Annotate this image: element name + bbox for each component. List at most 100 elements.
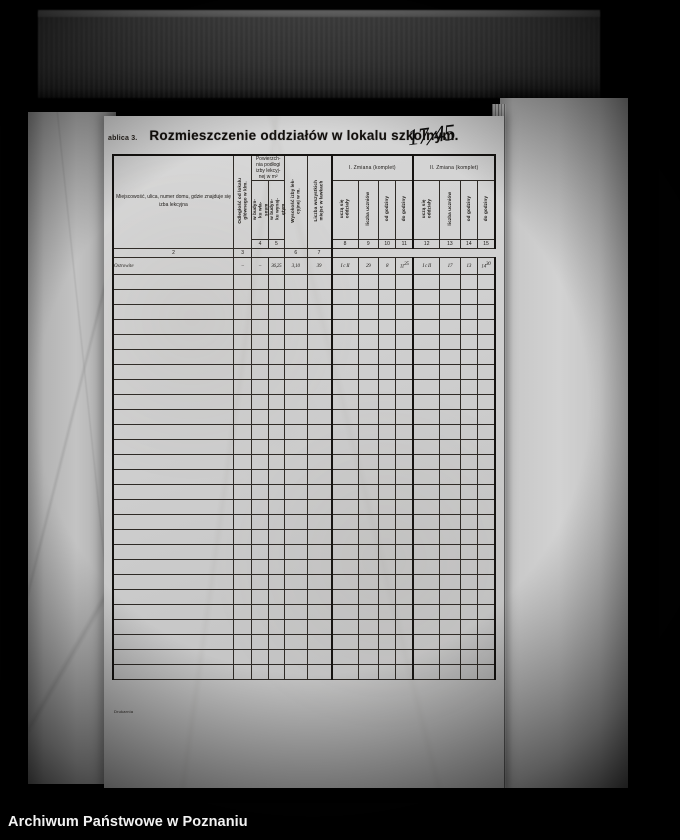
table-cell[interactable] [395,514,415,530]
table-row[interactable] [112,664,497,680]
table-cell[interactable] [357,484,379,500]
table-cell[interactable] [459,484,479,500]
table-cell[interactable] [267,454,286,470]
table-cell[interactable] [377,304,397,320]
table-cell[interactable] [412,589,441,605]
cell-shift1-to[interactable]: 1125 [395,257,415,275]
table-row[interactable] [112,559,497,575]
table-row[interactable]: Ostrowite – – 36,25 3,10 39 I c II 29 8 … [112,257,497,275]
table-cell[interactable] [395,364,415,380]
table-cell[interactable] [306,649,333,665]
table-cell[interactable] [412,319,441,335]
table-cell[interactable] [331,454,359,470]
table-cell[interactable] [395,544,415,560]
table-cell[interactable] [232,574,253,590]
table-cell[interactable] [412,439,441,455]
table-cell[interactable] [251,544,269,560]
cell-area-own[interactable]: – [251,257,269,275]
table-cell[interactable] [377,589,397,605]
table-cell[interactable] [251,319,269,335]
table-cell[interactable] [331,484,359,500]
table-cell[interactable] [112,274,234,290]
table-row[interactable] [112,274,497,290]
table-cell[interactable] [284,349,308,365]
table-cell[interactable] [284,544,308,560]
table-cell[interactable] [477,409,497,425]
table-cell[interactable] [459,619,479,635]
table-cell[interactable] [377,664,397,680]
table-cell[interactable] [477,289,497,305]
table-cell[interactable] [112,379,234,395]
table-cell[interactable] [477,424,497,440]
table-cell[interactable] [377,514,397,530]
table-cell[interactable] [439,529,461,545]
table-cell[interactable] [439,334,461,350]
table-cell[interactable] [306,469,333,485]
table-cell[interactable] [439,304,461,320]
table-cell[interactable] [477,514,497,530]
table-cell[interactable] [112,664,234,680]
table-cell[interactable] [306,424,333,440]
table-cell[interactable] [357,349,379,365]
table-row[interactable] [112,499,497,515]
table-cell[interactable] [377,529,397,545]
table-cell[interactable] [284,439,308,455]
table-row[interactable] [112,409,497,425]
table-cell[interactable] [357,439,379,455]
table-cell[interactable] [459,514,479,530]
table-cell[interactable] [112,394,234,410]
table-cell[interactable] [439,409,461,425]
table-cell[interactable] [331,604,359,620]
table-cell[interactable] [477,634,497,650]
table-row[interactable] [112,379,497,395]
table-cell[interactable] [251,559,269,575]
table-cell[interactable] [112,304,234,320]
table-cell[interactable] [284,304,308,320]
table-cell[interactable] [377,364,397,380]
table-cell[interactable] [112,364,234,380]
table-cell[interactable] [459,529,479,545]
cell-seats[interactable]: 39 [306,257,333,275]
table-cell[interactable] [377,424,397,440]
table-cell[interactable] [439,619,461,635]
table-cell[interactable] [412,529,441,545]
table-cell[interactable] [395,304,415,320]
table-cell[interactable] [439,319,461,335]
table-cell[interactable] [459,604,479,620]
table-cell[interactable] [459,409,479,425]
table-cell[interactable] [331,559,359,575]
table-cell[interactable] [395,499,415,515]
table-cell[interactable] [377,289,397,305]
table-row[interactable] [112,604,497,620]
table-cell[interactable] [477,589,497,605]
table-cell[interactable] [331,304,359,320]
table-cell[interactable] [112,529,234,545]
table-cell[interactable] [395,604,415,620]
table-cell[interactable] [357,319,379,335]
table-cell[interactable] [357,454,379,470]
table-cell[interactable] [412,619,441,635]
table-cell[interactable] [395,634,415,650]
table-cell[interactable] [284,379,308,395]
table-cell[interactable] [412,364,441,380]
table-cell[interactable] [112,319,234,335]
table-cell[interactable] [112,589,234,605]
table-cell[interactable] [306,454,333,470]
table-cell[interactable] [232,319,253,335]
table-cell[interactable] [357,469,379,485]
table-cell[interactable] [112,409,234,425]
table-cell[interactable] [267,589,286,605]
table-cell[interactable] [357,379,379,395]
table-cell[interactable] [357,634,379,650]
table-cell[interactable] [331,529,359,545]
table-cell[interactable] [284,289,308,305]
table-cell[interactable] [112,484,234,500]
table-cell[interactable] [357,619,379,635]
table-cell[interactable] [306,304,333,320]
table-cell[interactable] [412,349,441,365]
table-cell[interactable] [331,424,359,440]
cell-shift2-to[interactable]: 1430 [477,257,497,275]
table-cell[interactable] [395,484,415,500]
table-cell[interactable] [251,349,269,365]
table-cell[interactable] [357,559,379,575]
